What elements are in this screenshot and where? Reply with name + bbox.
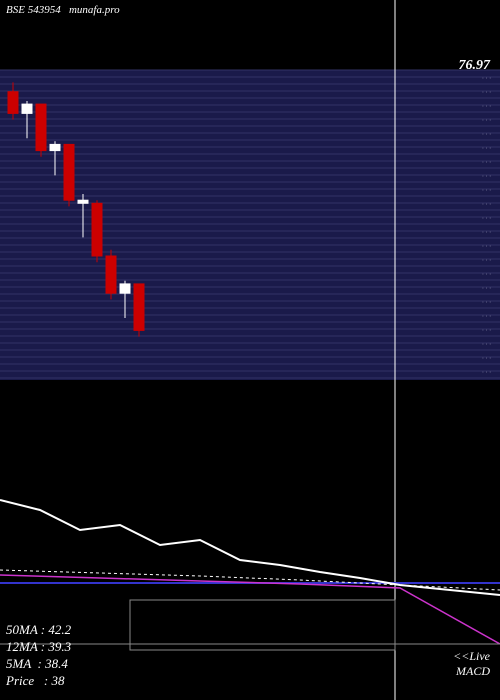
svg-text:···: ··· xyxy=(481,299,492,306)
svg-text:···: ··· xyxy=(481,75,492,82)
svg-text:···: ··· xyxy=(481,131,492,138)
svg-text:···: ··· xyxy=(481,103,492,110)
svg-text:···: ··· xyxy=(481,271,492,278)
svg-text:···: ··· xyxy=(481,285,492,292)
chart-container: ··· ··· ··· ··· ··· ··· ··· ··· ··· ··· ··· ··· ··· ·… xyxy=(0,0,500,700)
svg-text:···: ··· xyxy=(481,201,492,208)
stat-50ma: 50MA : 42.2 xyxy=(6,622,71,639)
svg-text:···: ··· xyxy=(481,145,492,152)
stat-5ma: 5MA : 38.4 xyxy=(6,656,71,673)
svg-text:···: ··· xyxy=(481,327,492,334)
stat-12ma: 12MA : 39.3 xyxy=(6,639,71,656)
svg-text:···: ··· xyxy=(481,369,492,376)
svg-text:···: ··· xyxy=(481,257,492,264)
svg-text:···: ··· xyxy=(481,159,492,166)
indicator-live: <<Live xyxy=(453,649,490,665)
svg-text:···: ··· xyxy=(481,313,492,320)
svg-text:···: ··· xyxy=(481,341,492,348)
highlight-price: 76.97 xyxy=(459,58,491,74)
chart-svg: ··· ··· ··· ··· ··· ··· ··· ··· ··· ··· ··· ··· ··· ·… xyxy=(0,0,500,700)
indicator-label: <<Live MACD xyxy=(453,649,490,680)
site-label: munafa.pro xyxy=(69,4,120,16)
stat-price: Price : 38 xyxy=(6,673,71,690)
svg-text:···: ··· xyxy=(481,89,492,96)
highlight-price-value: 76.97 xyxy=(459,58,491,73)
indicator-macd: MACD xyxy=(453,664,490,680)
svg-text:···: ··· xyxy=(481,187,492,194)
svg-text:···: ··· xyxy=(481,355,492,362)
svg-text:···: ··· xyxy=(481,243,492,250)
svg-text:···: ··· xyxy=(481,229,492,236)
svg-text:···: ··· xyxy=(481,117,492,124)
chart-header: BSE 543954 munafa.pro xyxy=(6,4,120,16)
exchange-label: BSE xyxy=(6,4,25,16)
stats-box: 50MA : 42.2 12MA : 39.3 5MA : 38.4 Price… xyxy=(6,622,71,690)
symbol-label: 543954 xyxy=(28,4,61,16)
svg-text:···: ··· xyxy=(481,215,492,222)
svg-text:···: ··· xyxy=(481,173,492,180)
